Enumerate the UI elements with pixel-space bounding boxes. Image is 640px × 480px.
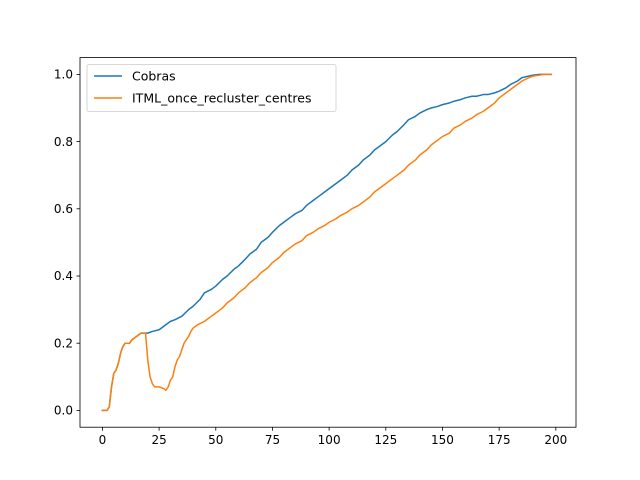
y-tick-label: 0.4 <box>54 269 73 283</box>
y-tick-label: 0.6 <box>54 202 73 216</box>
tick-layer: 0 25 50 75 100 125 150 175 200 0.0 0.2 0.4 0.6 0.8 1.0 <box>54 68 567 448</box>
x-tick-label: 50 <box>208 433 223 447</box>
axes-frame <box>79 57 577 428</box>
series-line-itml <box>101 73 553 412</box>
x-tick-label: 125 <box>374 433 397 447</box>
series-line-cobras <box>101 73 553 412</box>
x-tick-label: 0 <box>99 433 107 447</box>
y-tick-label: 0.0 <box>54 404 73 418</box>
legend-label-cobras: Cobras <box>132 69 176 84</box>
x-tick-label: 175 <box>488 433 511 447</box>
series-layer <box>101 73 553 412</box>
x-tick-label: 100 <box>318 433 341 447</box>
x-tick-label: 75 <box>265 433 280 447</box>
legend: Cobras ITML_once_recluster_centres <box>86 64 337 112</box>
legend-label-itml: ITML_once_recluster_centres <box>132 91 311 106</box>
x-tick-label: 25 <box>151 433 166 447</box>
y-tick-label: 0.2 <box>54 336 73 350</box>
x-tick-label: 200 <box>544 433 567 447</box>
y-tick-label: 1.0 <box>54 68 73 82</box>
legend-box <box>86 64 337 112</box>
y-tick-label: 0.8 <box>54 135 73 149</box>
x-tick-label: 150 <box>431 433 454 447</box>
